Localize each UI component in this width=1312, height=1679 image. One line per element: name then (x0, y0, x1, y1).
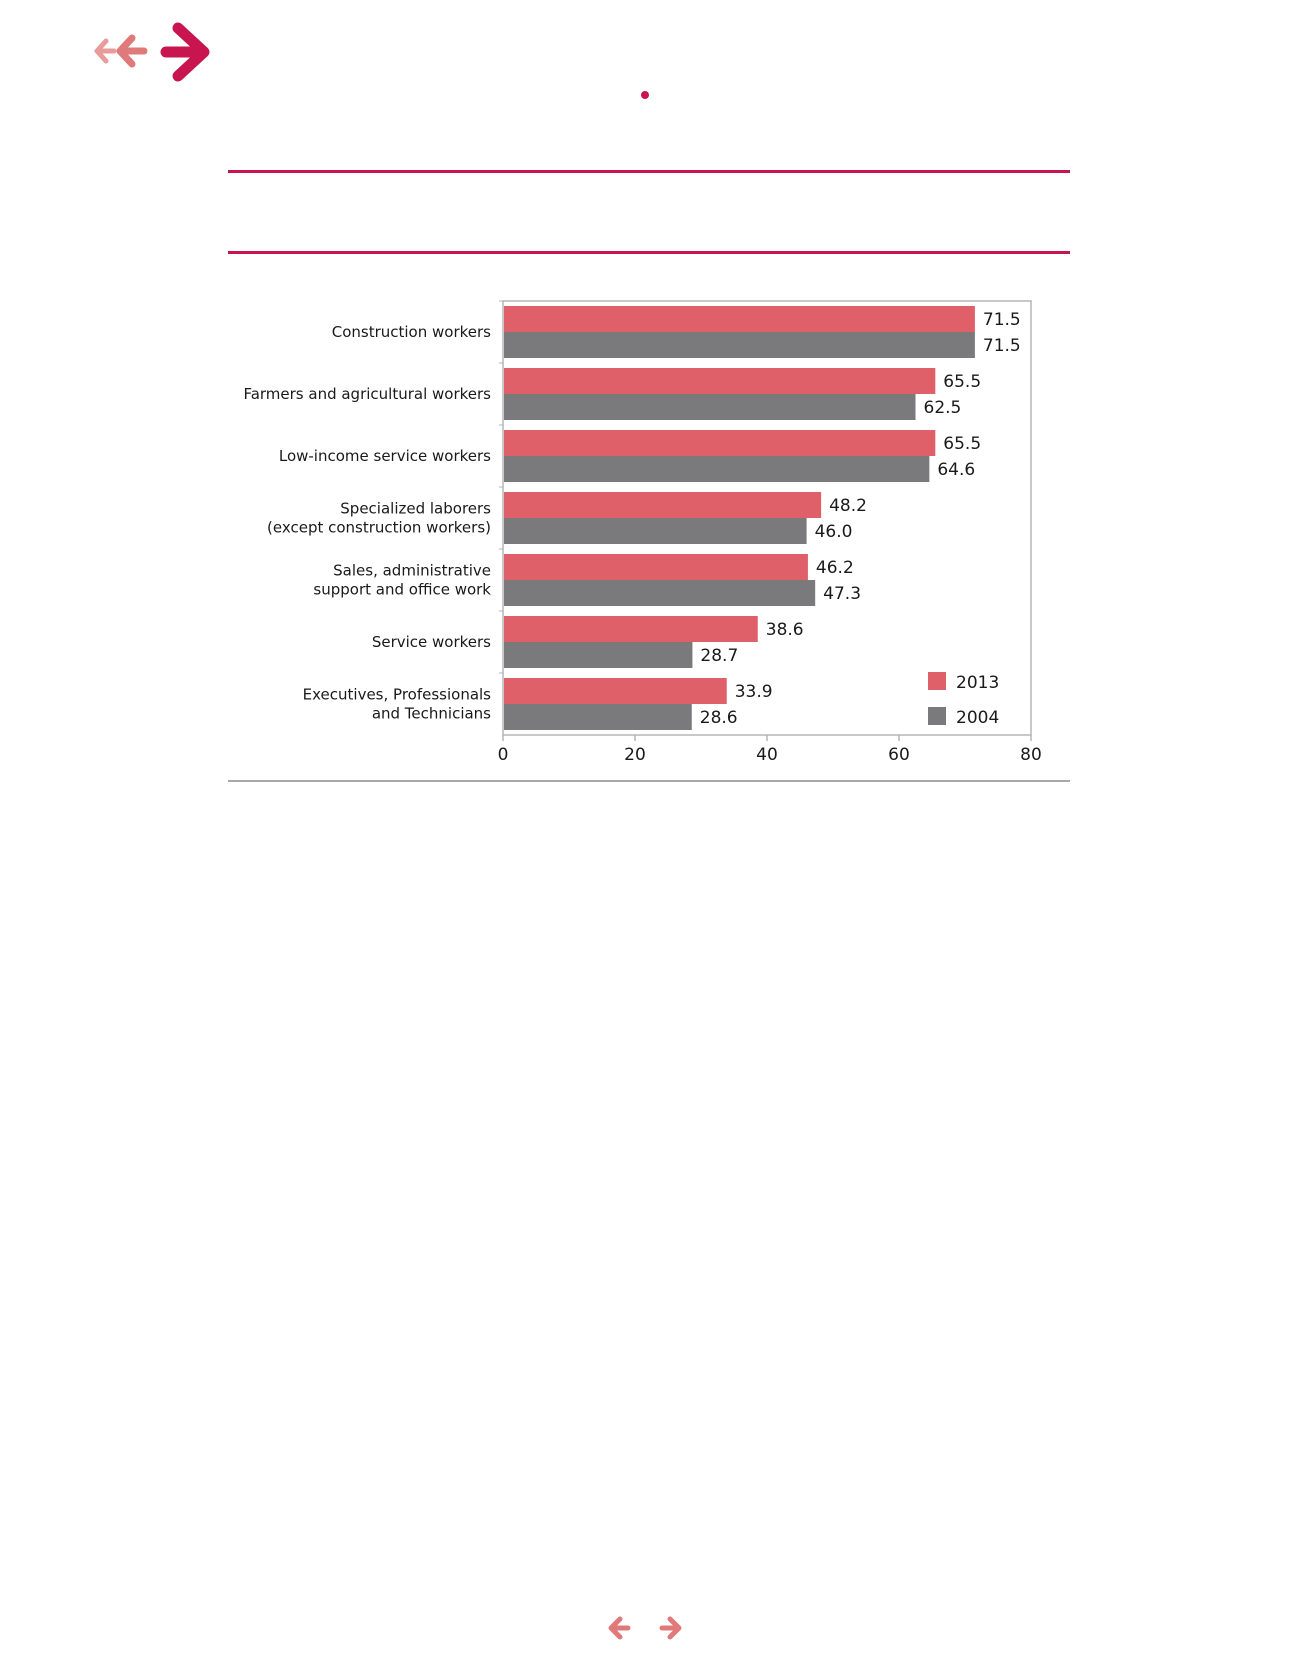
x-tick-label-0: 0 (498, 745, 509, 765)
data-label-2013-1: 71.5 (983, 310, 1021, 330)
category-label-3: Low-income service workers (279, 447, 491, 465)
category-label-1: Construction workers (332, 323, 491, 341)
category-label-4: Specialized laborers (340, 500, 491, 518)
data-label-2004-3: 64.6 (937, 460, 975, 480)
bar-2013-5 (504, 554, 808, 580)
bar-2004-4 (504, 518, 807, 544)
legend-label-2013: 2013 (956, 673, 999, 693)
bar-2013-4 (504, 492, 822, 518)
data-label-2013-7: 33.9 (735, 682, 773, 702)
x-tick-label-40: 40 (756, 745, 778, 765)
page-navigation (608, 1616, 682, 1640)
data-label-2013-3: 65.5 (943, 434, 981, 454)
data-label-2004-6: 28.7 (700, 646, 738, 666)
data-label-2004-2: 62.5 (924, 398, 962, 418)
data-label-2004-5: 47.3 (823, 584, 861, 604)
x-tick-label-80: 80 (1020, 745, 1042, 765)
bar-2013-2 (504, 368, 936, 394)
category-label-7: and Technicians (372, 705, 491, 723)
data-label-2013-2: 65.5 (943, 372, 981, 392)
data-label-2013-5: 46.2 (816, 558, 854, 578)
bar-2004-5 (504, 580, 816, 606)
bar-2004-7 (504, 704, 692, 730)
middle-divider (228, 251, 1070, 254)
category-label-7: Executives, Professionals (303, 686, 492, 704)
title-dot-icon (641, 91, 649, 99)
arrow-left-small-icon[interactable] (94, 38, 117, 64)
arrow-left-icon[interactable] (608, 1616, 631, 1640)
data-label-2004-4: 46.0 (815, 522, 853, 542)
x-tick-label-60: 60 (888, 745, 910, 765)
bar-2013-6 (504, 616, 758, 642)
top-navigation (94, 22, 210, 82)
category-label-2: Farmers and agricultural workers (243, 385, 491, 403)
legend-swatch-2013 (928, 672, 946, 690)
bar-2013-1 (504, 306, 975, 332)
bar-2004-3 (504, 456, 930, 482)
category-label-5: Sales, administrative (333, 562, 491, 580)
category-label-6: Service workers (372, 633, 491, 651)
data-label-2004-1: 71.5 (983, 336, 1021, 356)
data-label-2013-6: 38.6 (766, 620, 804, 640)
category-label-5: support and office work (313, 581, 491, 599)
bar-chart: 71.5 71.5 Construction workers 65.5 62.5 Farm… (243, 300, 1042, 765)
top-divider (228, 170, 1070, 173)
x-tick-label-20: 20 (624, 745, 646, 765)
arrow-left-icon[interactable] (116, 34, 148, 68)
category-label-4: (except construction workers) (267, 519, 491, 537)
bar-2004-1 (504, 332, 975, 358)
arrow-right-icon[interactable] (659, 1616, 682, 1640)
bottom-divider (228, 780, 1070, 782)
bar-2013-7 (504, 678, 727, 704)
bar-2004-2 (504, 394, 916, 420)
bar-2004-6 (504, 642, 693, 668)
arrow-right-large-icon[interactable] (160, 22, 210, 82)
bar-2013-3 (504, 430, 936, 456)
legend-label-2004: 2004 (956, 708, 999, 728)
legend-swatch-2004 (928, 707, 946, 725)
data-label-2004-7: 28.6 (700, 708, 738, 728)
data-label-2013-4: 48.2 (829, 496, 867, 516)
